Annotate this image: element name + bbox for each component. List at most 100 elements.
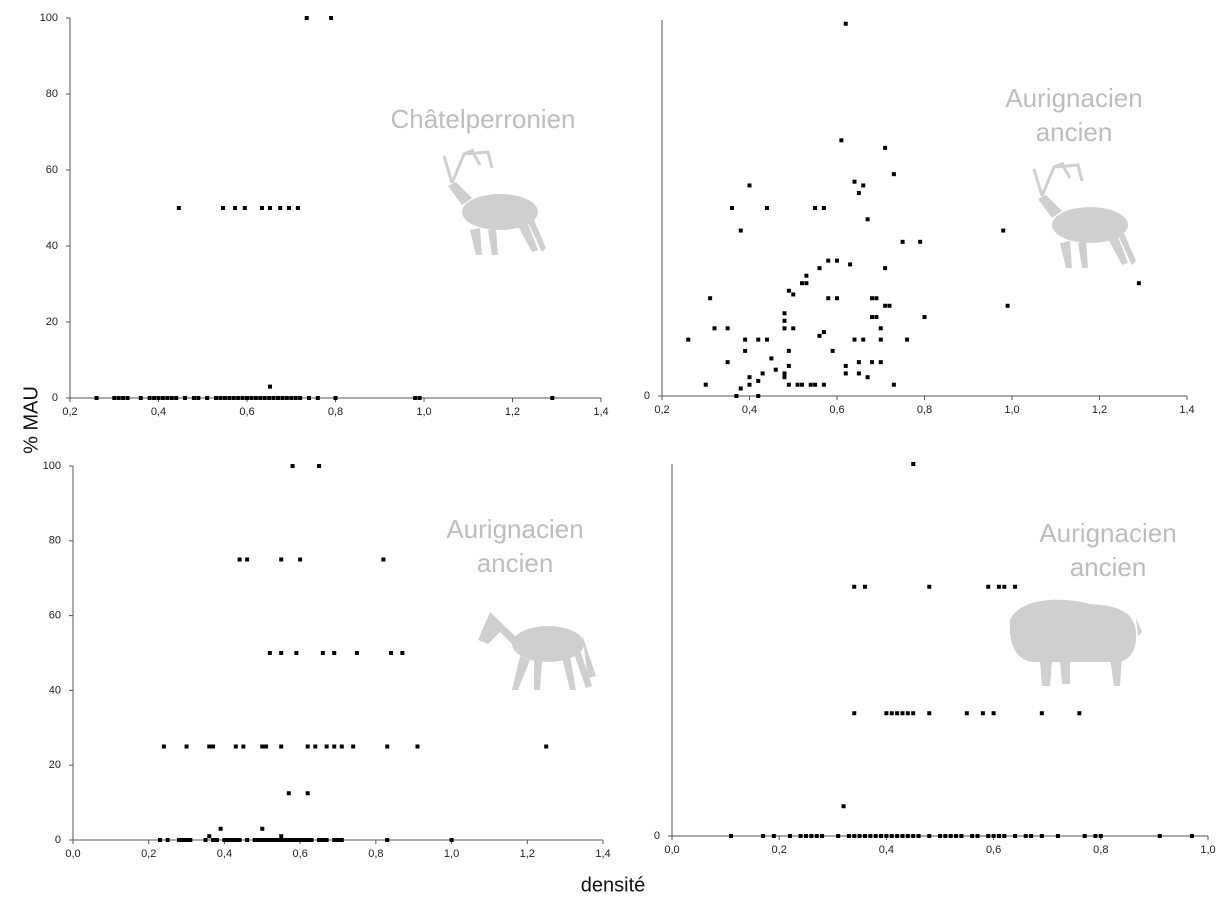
point [835,258,839,263]
point [260,206,265,210]
y-tick-label: 80 [46,88,58,100]
point [980,711,985,716]
point [240,396,245,400]
point [214,838,219,842]
point [271,396,276,400]
point [231,396,236,400]
point [286,838,291,842]
point [226,838,231,842]
point [309,838,314,842]
point [125,396,130,400]
point [852,584,857,589]
point [975,834,980,838]
point [329,16,334,20]
y-axis-label: % MAU [20,386,42,454]
point [264,838,269,842]
point [253,396,258,400]
point [861,183,866,188]
point [782,375,787,380]
point [918,239,923,244]
point [258,396,263,400]
point [862,584,867,589]
point [177,838,181,842]
point [279,838,284,842]
point [1005,303,1010,308]
point [773,367,778,372]
point [121,396,126,400]
point [354,651,359,655]
point [861,337,866,342]
point [878,337,883,342]
point [298,557,303,562]
point [922,315,927,320]
point [324,744,329,749]
horse-icon [478,612,596,690]
point [268,384,273,389]
x-tick-label: 0,0 [664,844,679,856]
point [332,838,337,842]
point [249,396,254,400]
x-tick-label: 1,4 [595,848,610,860]
point [756,337,761,342]
point [279,557,284,562]
point [275,396,280,400]
point [245,557,250,562]
point [843,21,848,26]
point [241,744,246,749]
point [237,838,242,842]
point [221,206,226,210]
point [218,826,223,831]
point [821,330,826,335]
x-tick-label: 1,0 [416,406,431,418]
point [879,834,884,838]
x-tick-label: 0,6 [829,404,844,416]
x-tick-label: 1,2 [1092,404,1107,416]
point [305,744,310,749]
point [1013,584,1018,589]
point [191,396,196,400]
point [795,382,800,387]
point [332,651,337,655]
x-tick-label: 1,2 [505,406,520,418]
point [320,651,325,655]
point [725,360,730,365]
point [161,744,166,749]
point [747,183,752,188]
point [798,834,803,838]
point [236,396,241,400]
point [1055,834,1060,838]
point [211,744,216,749]
point [891,172,896,177]
point [756,394,761,398]
point [1093,834,1098,838]
point [233,206,238,210]
point [245,838,250,842]
annotation: ancien [1036,117,1113,147]
point [550,396,555,400]
point [1098,834,1103,838]
point [865,375,870,380]
point [544,744,549,749]
point [884,711,889,716]
reindeer-icon [1032,161,1136,268]
point [786,288,791,293]
point [878,326,883,331]
point [791,326,796,331]
point [262,396,267,400]
point [176,206,181,210]
point [986,834,991,838]
point [804,281,809,286]
point [1029,834,1034,838]
point [267,396,272,400]
annotation: ancien [1070,552,1147,582]
point [786,363,791,368]
point [891,382,896,387]
point [856,371,861,376]
point [230,838,234,842]
point [782,311,787,316]
point [765,337,769,342]
point [271,838,276,842]
point [996,584,1001,589]
point [351,744,356,749]
point [267,651,272,655]
